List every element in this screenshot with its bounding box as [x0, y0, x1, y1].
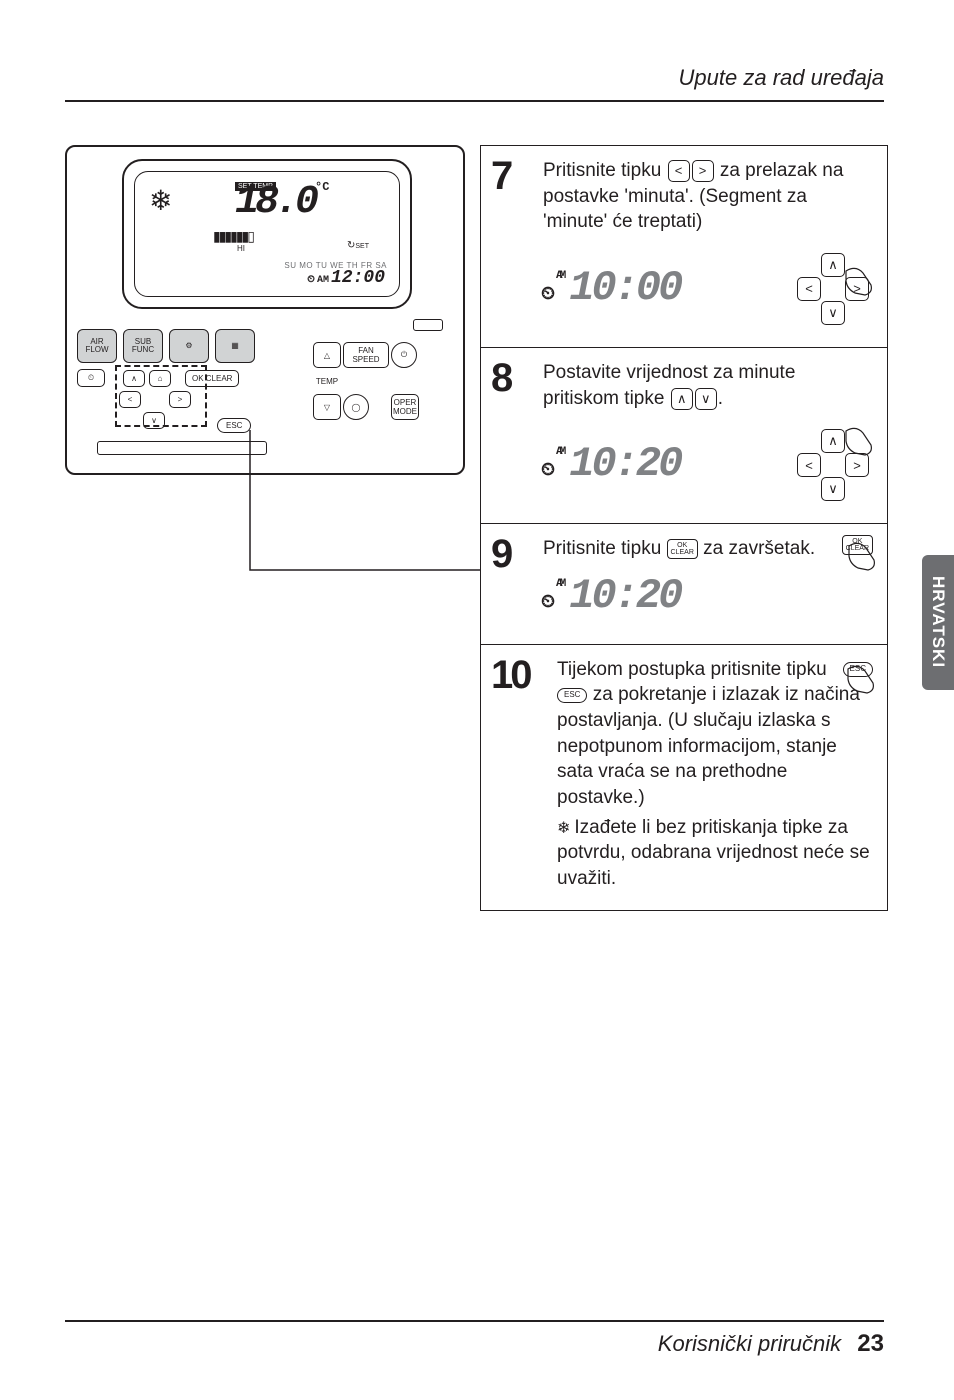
step-7: 7 Pritisnite tipku <> za prelazak na pos… — [480, 145, 888, 348]
oper-mode-button[interactable]: OPER MODE — [391, 394, 419, 420]
am-label: AM — [556, 270, 563, 282]
footer-page: 23 — [857, 1330, 884, 1357]
step-7-text: Pritisnite tipku <> za prelazak na posta… — [543, 158, 873, 235]
hand-icon — [844, 538, 880, 574]
temp-down-button[interactable]: ▽ — [313, 394, 341, 420]
clock-am: AM — [317, 275, 329, 286]
top-button-row: AIR FLOW SUB FUNC ⚙ ▦ — [77, 329, 255, 363]
connector-line — [200, 430, 490, 630]
step-8-time: 10:20 — [569, 440, 680, 488]
footer-label: Korisnički priručnik — [658, 1331, 841, 1356]
home-button[interactable]: ⌂ — [149, 370, 171, 387]
vent-button[interactable]: ▦ — [215, 329, 255, 363]
up-key-icon: ∧ — [671, 388, 693, 410]
step-9-text: Pritisnite tipku OKCLEAR za završetak. O… — [543, 536, 873, 562]
footer-rule — [65, 1320, 884, 1322]
temp-value: 18.0 — [235, 180, 315, 225]
up-button[interactable]: ∧ — [123, 370, 145, 387]
down-key-icon: ∨ — [695, 388, 717, 410]
step-8: 8 Postavite vrijednost za minute pritisk… — [480, 348, 888, 524]
step-10: 10 ESC Tijekom postupka pritisnite tipku… — [480, 645, 888, 911]
clock-icon: ⏲ — [541, 460, 552, 481]
timer-button[interactable]: ⏲ — [77, 369, 105, 387]
step-9-time: 10:20 — [569, 572, 680, 620]
right-button-group: △ FAN SPEED ⏻ TEMP ▽ ◯ OPER MODE — [313, 342, 443, 420]
hand-icon — [843, 661, 883, 701]
clock-icon: ⏲ — [541, 592, 552, 613]
step-8-hand: ∧ < > ∨ — [793, 429, 873, 499]
down-key-icon: ∨ — [821, 301, 845, 325]
step-9-number: 9 — [491, 532, 513, 577]
set-icon: ↻SET — [347, 240, 369, 251]
ok-clear-key-icon: OKCLEAR — [667, 539, 698, 559]
step-7-hand: ∧ < > ∨ — [793, 253, 873, 323]
step-10-text: ESC Tijekom postupka pritisnite tipku ES… — [557, 657, 873, 892]
settings-button[interactable]: ⚙ — [169, 329, 209, 363]
snowflake-bullet-icon: ❄ — [557, 820, 570, 837]
ok-clear-button[interactable]: OK CLEAR — [185, 370, 239, 387]
left-button[interactable]: < — [119, 391, 141, 408]
air-flow-button[interactable]: AIR FLOW — [77, 329, 117, 363]
fan-bar: ▮▮▮▮▮▮▯ — [213, 228, 253, 245]
down-button[interactable]: ∨ — [143, 412, 165, 429]
power-button[interactable]: ⏻ — [391, 342, 417, 368]
clock-time: 12:00 — [331, 268, 385, 288]
step-9: 9 Pritisnite tipku OKCLEAR za završetak.… — [480, 524, 888, 645]
lcd-screen: ❄ SET TEMP 18.0°C ▮▮▮▮▮▮▯ HI ↻SET SU MO … — [122, 159, 412, 309]
hand-icon — [841, 263, 881, 303]
step-10-number: 10 — [491, 653, 530, 698]
left-key-icon: < — [797, 453, 821, 477]
step-10-note: Izađete li bez pritiskanja tipke za potv… — [557, 817, 870, 889]
left-key-icon: < — [797, 277, 821, 301]
am-label: AM — [556, 578, 563, 590]
steps-column: 7 Pritisnite tipku <> za prelazak na pos… — [480, 145, 888, 911]
footer: Korisnički priručnik 23 — [658, 1330, 884, 1358]
hand-icon — [841, 423, 881, 463]
temp-label: TEMP — [313, 370, 341, 392]
step-8-number: 8 — [491, 356, 513, 401]
temp-up-button[interactable]: △ — [313, 342, 341, 368]
snowflake-icon: ❄ — [149, 184, 172, 217]
step-7-number: 7 — [491, 154, 513, 199]
left-button-group: ⏲ ∧ ⌂ OK CLEAR < > ∨ — [77, 369, 287, 429]
sub-func-button[interactable]: SUB FUNC — [123, 329, 163, 363]
header-title: Upute za rad uređaja — [679, 65, 884, 91]
step-9-display: ⏲ AM 10:20 — [541, 572, 680, 620]
temp-unit: °C — [315, 180, 329, 194]
remote-device: ❄ SET TEMP 18.0°C ▮▮▮▮▮▮▯ HI ↻SET SU MO … — [65, 145, 465, 475]
power-lamp — [413, 319, 443, 331]
lcd-inner: ❄ SET TEMP 18.0°C ▮▮▮▮▮▮▯ HI ↻SET SU MO … — [134, 171, 400, 297]
language-tab: HRVATSKI — [922, 555, 954, 690]
fan-speed-button[interactable]: FAN SPEED — [343, 342, 389, 368]
hi-label: HI — [237, 244, 245, 253]
circle-button[interactable]: ◯ — [343, 394, 369, 420]
lcd-clock: ⏲AM12:00 — [307, 268, 385, 288]
step-8-display: ⏲ AM 10:20 — [541, 440, 680, 488]
step-7-time: 10:00 — [569, 264, 680, 312]
temp-display: 18.0°C — [235, 180, 329, 225]
header-rule — [65, 100, 884, 102]
am-label: AM — [556, 446, 563, 458]
right-button[interactable]: > — [169, 391, 191, 408]
esc-key-icon: ESC — [557, 688, 587, 703]
step-7-display: ⏲ AM 10:00 — [541, 264, 680, 312]
clock-icon: ⏲ — [541, 284, 552, 305]
left-key-icon: < — [668, 160, 690, 182]
clock-icon: ⏲ — [307, 275, 315, 286]
step-8-text: Postavite vrijednost za minute pritiskom… — [543, 360, 873, 411]
down-key-icon: ∨ — [821, 477, 845, 501]
right-key-icon: > — [692, 160, 714, 182]
